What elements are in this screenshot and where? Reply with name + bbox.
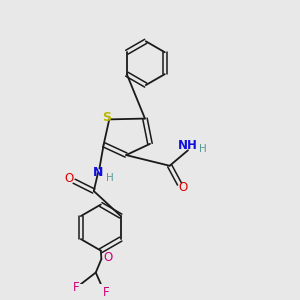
Text: O: O xyxy=(178,181,188,194)
Text: NH: NH xyxy=(178,139,198,152)
Text: O: O xyxy=(103,251,112,264)
Text: S: S xyxy=(102,112,111,124)
Text: N: N xyxy=(93,166,103,179)
Text: F: F xyxy=(103,286,110,299)
Text: H: H xyxy=(106,172,114,183)
Text: H: H xyxy=(199,145,207,154)
Text: O: O xyxy=(64,172,74,185)
Text: F: F xyxy=(73,281,80,294)
